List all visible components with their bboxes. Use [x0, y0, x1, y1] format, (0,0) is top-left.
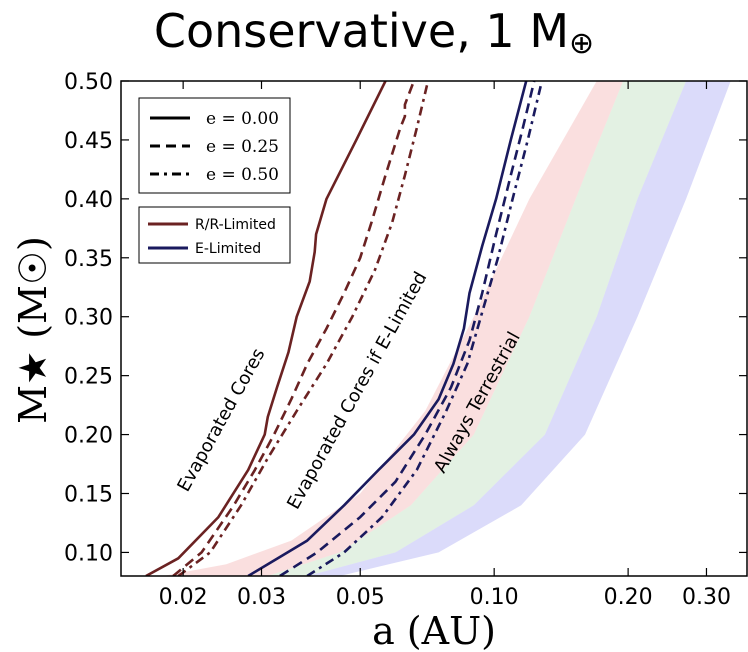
region-label-0: Evaporated Cores [173, 345, 269, 495]
band-1 [267, 81, 687, 576]
series-line-rr-dashdot [177, 81, 430, 576]
legend-limit: R/R-Limited E-Limited [138, 206, 291, 264]
y-axis-title: M★ (M☉) [11, 236, 55, 424]
plot-frame [120, 80, 748, 577]
legend-label-e25: e = 0.25 [206, 137, 279, 157]
x-tick-label: 0.02 [159, 585, 208, 610]
legend-label-e0: e = 0.00 [206, 109, 279, 129]
y-tick-label: 0.40 [64, 188, 113, 213]
band-0 [162, 81, 624, 576]
legend-label-e: E-Limited [195, 241, 261, 257]
series-line-rr-solid [145, 81, 387, 576]
ticks-group: 0.02 0.03 0.05 0.10 0.20 0.30 0.10 0.15 0.20 0.25… [64, 70, 747, 610]
series-line-rr-dashed [172, 81, 416, 576]
legend-eccentricity-box [138, 97, 291, 194]
y-tick-label: 0.25 [64, 365, 113, 390]
legend-limit-box [138, 206, 291, 264]
y-tick-label: 0.15 [64, 483, 113, 508]
series-line-e-dashdot [306, 81, 544, 576]
bands-group [162, 81, 731, 576]
x-tick-label: 0.10 [470, 585, 519, 610]
chart-title: Conservative, 1 M⊕ [0, 4, 748, 61]
y-tick-label: 0.10 [64, 541, 113, 566]
band-2 [307, 81, 731, 576]
legend-eccentricity: e = 0.00 e = 0.25 e = 0.50 [138, 97, 291, 194]
chart-title-text: Conservative, 1 M [153, 4, 570, 58]
series-line-e-solid [247, 81, 528, 576]
y-tick-label: 0.45 [64, 129, 113, 154]
legend-label-e50: e = 0.50 [206, 165, 279, 185]
y-tick-label: 0.30 [64, 306, 113, 331]
y-tick-label: 0.35 [64, 247, 113, 272]
x-tick-label: 0.03 [237, 585, 286, 610]
y-tick-label: 0.50 [64, 70, 113, 95]
x-tick-label: 0.20 [604, 585, 653, 610]
chart-title-subscript: ⊕ [569, 26, 595, 61]
y-tick-label: 0.20 [64, 424, 113, 449]
series-line-e-dashed [279, 81, 536, 576]
x-axis-title: a (AU) [372, 609, 496, 652]
legend-label-rr: R/R-Limited [195, 217, 276, 233]
x-tick-label: 0.05 [336, 585, 385, 610]
curves-group [145, 81, 544, 576]
x-tick-label: 0.30 [682, 585, 731, 610]
